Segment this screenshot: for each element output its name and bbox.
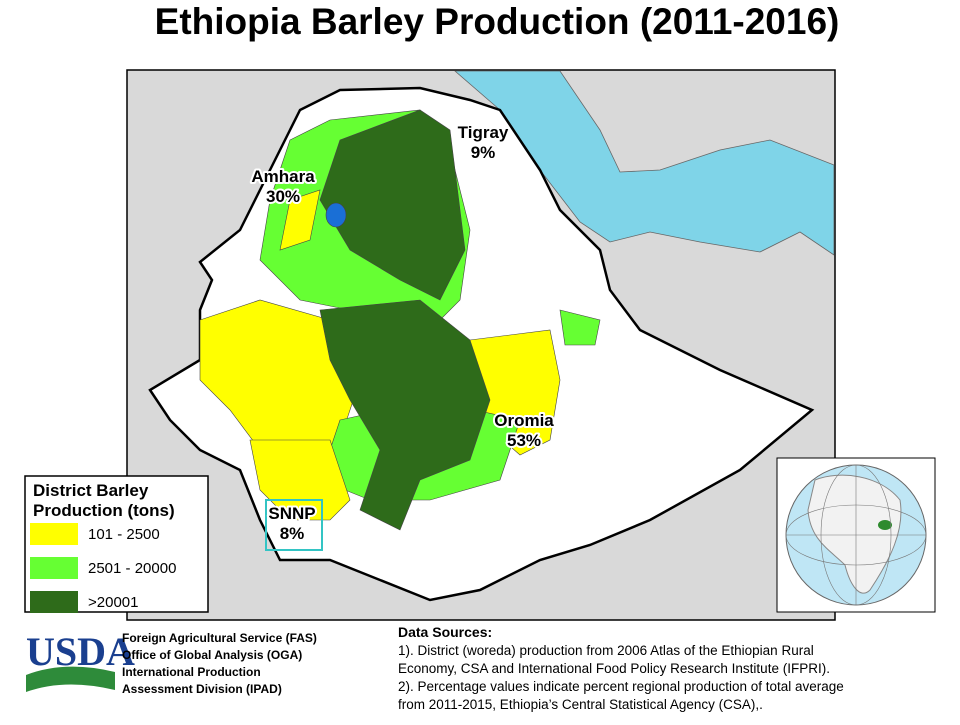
- legend-label: 2501 - 20000: [88, 560, 176, 577]
- region-name: Tigray: [458, 123, 509, 142]
- district-area: [559, 309, 601, 346]
- sources-title: Data Sources:: [398, 624, 492, 640]
- region-share: 30%: [266, 187, 300, 206]
- source-line: Economy, CSA and International Food Poli…: [398, 661, 830, 676]
- legend-title: Production (tons): [33, 501, 175, 520]
- legend-swatch: [30, 523, 78, 545]
- usda-line: Foreign Agricultural Service (FAS): [122, 631, 317, 645]
- inset-globe: [776, 457, 936, 613]
- region-name: Amhara: [251, 167, 315, 186]
- region-name: Oromia: [494, 411, 554, 430]
- legend-swatch: [30, 557, 78, 579]
- source-line: 1). District (woreda) production from 20…: [398, 643, 814, 658]
- usda-block: USDA Foreign Agricultural Service (FAS) O…: [26, 629, 317, 696]
- title: Ethiopia Barley Production (2011-2016): [155, 1, 840, 42]
- source-line: 2). Percentage values indicate percent r…: [398, 679, 844, 694]
- snnp-box: [265, 499, 323, 551]
- usda-logo: USDA: [26, 629, 135, 674]
- region-share: 53%: [507, 431, 541, 450]
- district-area: [319, 299, 491, 531]
- legend-label: >20001: [88, 594, 138, 611]
- ethiopia-marker: [878, 520, 892, 530]
- region-share: 9%: [471, 143, 496, 162]
- usda-line: Office of Global Analysis (OGA): [122, 648, 302, 662]
- usda-swoosh: [26, 666, 115, 692]
- graticule: [785, 464, 927, 606]
- red-sea: [453, 70, 835, 256]
- usda-line: International Production: [122, 665, 261, 679]
- sources: Data Sources: 1). District (woreda) prod…: [398, 624, 844, 712]
- legend-swatch: [30, 591, 78, 613]
- district-area: [279, 189, 321, 251]
- source-line: from 2011-2015, Ethiopia’s Central Stati…: [398, 697, 763, 712]
- lake: [325, 202, 347, 228]
- usda-line: Assessment Division (IPAD): [122, 682, 282, 696]
- region-name: SNNP: [268, 504, 315, 523]
- legend-label: 101 - 2500: [88, 526, 160, 543]
- legend-title: District Barley: [33, 481, 149, 500]
- usda-lines: Foreign Agricultural Service (FAS) Office…: [122, 631, 317, 696]
- region-share: 8%: [280, 524, 305, 543]
